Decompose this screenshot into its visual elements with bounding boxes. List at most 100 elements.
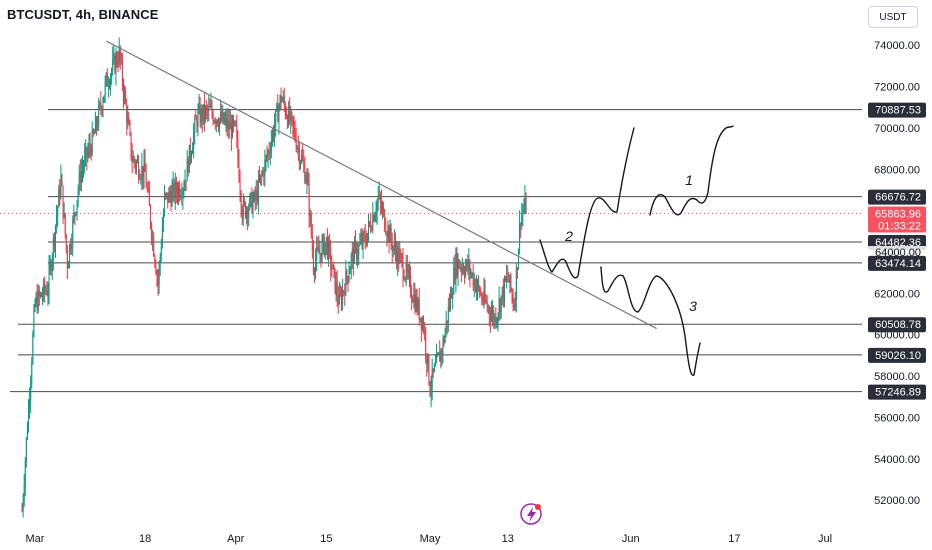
price-tag-label: 63474.14	[875, 258, 921, 270]
candle-body	[37, 290, 39, 311]
candle-body	[102, 102, 104, 111]
candle-body	[481, 294, 483, 301]
candle-body	[273, 131, 275, 137]
candle-body	[67, 263, 69, 269]
candle-body	[176, 192, 178, 197]
candle-body	[274, 125, 276, 137]
candle-body	[346, 270, 348, 277]
candle-body	[79, 171, 81, 183]
candle-body	[75, 212, 77, 214]
candle-body	[347, 276, 349, 281]
candle-body	[517, 250, 519, 270]
candle-body	[460, 267, 462, 271]
candle-body	[46, 291, 48, 295]
candle-body	[416, 296, 418, 312]
candle-body	[467, 260, 469, 270]
candle-body	[281, 100, 283, 102]
candle-body	[408, 271, 410, 275]
candle-body	[443, 340, 445, 343]
candle-body	[376, 201, 378, 213]
candle-body	[265, 156, 267, 160]
candle-body	[135, 162, 137, 167]
candle-body	[199, 105, 201, 124]
scenario-path	[539, 127, 635, 279]
price-tag-bg	[868, 255, 926, 271]
candle-body	[278, 106, 280, 122]
candle-body	[505, 277, 507, 281]
candle-body	[324, 243, 326, 255]
candle-body	[328, 241, 330, 258]
candle-body	[501, 286, 503, 296]
candle-body	[236, 125, 238, 138]
candle-body	[279, 95, 281, 107]
price-tag-bg	[868, 317, 926, 333]
candle-body	[215, 120, 217, 124]
candle-body	[115, 55, 117, 73]
candle-body	[391, 242, 393, 251]
candle-body	[344, 290, 346, 296]
candle-body	[197, 111, 199, 127]
candle-body	[379, 194, 381, 203]
candle-body	[25, 438, 27, 461]
candle-body	[483, 289, 485, 302]
candle-body	[261, 174, 263, 176]
candle-body	[357, 254, 359, 259]
candle-body	[107, 86, 109, 88]
candle-body	[26, 430, 28, 439]
candle-body	[484, 289, 486, 301]
candle-body	[302, 156, 304, 161]
candle-body	[114, 55, 116, 73]
candle-body	[217, 124, 219, 128]
currency-button[interactable]: USDT	[868, 6, 918, 28]
candle-body	[325, 237, 327, 244]
candle-body	[80, 170, 82, 183]
candle-body	[440, 350, 442, 362]
candle-body	[472, 273, 474, 287]
candle-body	[403, 277, 405, 280]
candle-body	[124, 91, 126, 98]
candle-body	[330, 247, 332, 268]
candle-body	[143, 160, 145, 179]
candle-body	[209, 106, 211, 108]
candle-body	[336, 282, 338, 297]
candle-body	[78, 171, 80, 190]
candle-body	[488, 307, 490, 315]
candle-body	[145, 171, 147, 187]
candle-body	[50, 263, 52, 272]
candle-body	[283, 96, 285, 105]
last-price-countdown: 01:33:22	[878, 220, 921, 232]
candle-body	[241, 208, 243, 220]
candle-body	[486, 302, 488, 308]
candle-body	[434, 363, 436, 366]
candle-body	[510, 274, 512, 290]
candle-body	[73, 212, 75, 220]
candle-body	[267, 151, 269, 157]
candle-body	[410, 274, 412, 295]
candle-body	[425, 331, 427, 354]
candle-body	[268, 151, 270, 153]
candle-body	[147, 188, 149, 191]
candle-body	[170, 195, 172, 206]
candle-body	[227, 120, 229, 129]
candle-body	[166, 192, 168, 195]
candle-body	[369, 221, 371, 224]
candle-body	[234, 121, 236, 124]
price-tag-bg	[868, 347, 926, 363]
candle-body	[377, 196, 379, 202]
x-tick-label: 18	[139, 533, 151, 545]
candle-body	[47, 292, 49, 295]
candle-body	[189, 144, 191, 157]
candle-body	[55, 225, 57, 245]
candle-body	[282, 96, 284, 101]
candle-body	[275, 110, 277, 126]
candle-body	[405, 263, 407, 279]
candle-body	[494, 315, 496, 322]
candle-body	[386, 233, 388, 237]
candle-body	[85, 147, 87, 156]
candle-body	[288, 106, 290, 126]
candle-body	[502, 286, 504, 300]
candle-body	[310, 213, 312, 236]
candle-body	[159, 256, 161, 266]
candle-body	[468, 261, 470, 270]
